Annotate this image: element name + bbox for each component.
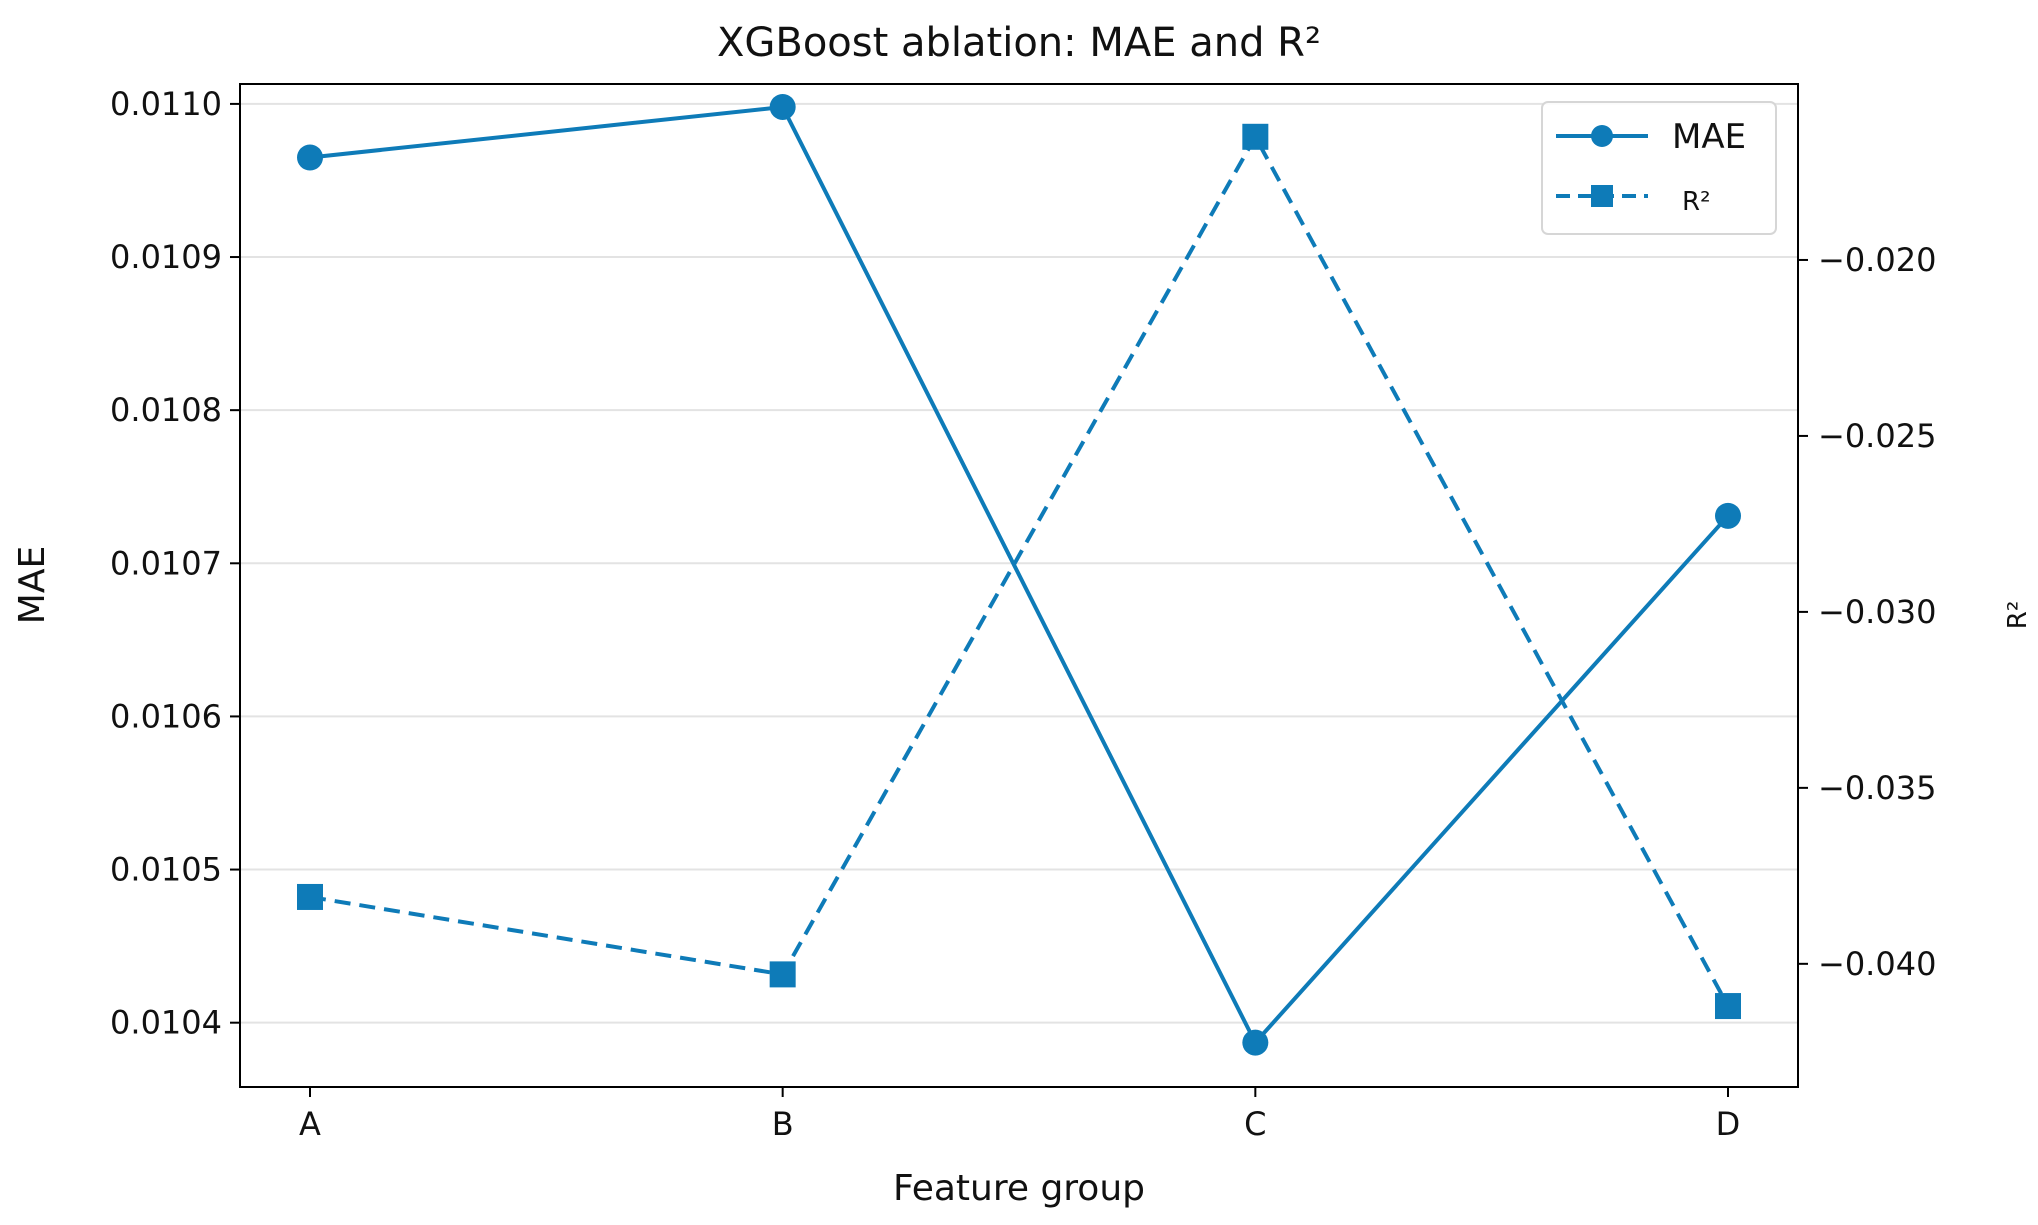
legend-r2-label: R² [1682,187,1711,217]
y-tick-label: 0.0104 [110,1004,222,1042]
r2-point [1242,123,1269,150]
legend-mae-marker [1591,125,1613,147]
plot-frame [239,83,1799,1088]
legend: MAE R² [1541,101,1777,235]
y2-tick-label: −0.035 [1818,769,1936,807]
chart-title: XGBoost ablation: MAE and R² [717,20,1321,66]
y-tick-label: 0.0109 [110,238,222,276]
y2-axis-label: R² [2003,601,2033,630]
mae-point [769,93,796,120]
x-tick-label: D [1716,1105,1741,1143]
y-tick-label: 0.0108 [110,391,222,429]
mae-point [1242,1029,1269,1056]
r2-point [297,883,323,910]
x-tick-label: A [299,1105,321,1143]
axes: 0.0104 0.0105 0.0106 0.0107 0.0108 0.0109 0.01… [110,85,1936,1143]
y2-tick-label: −0.040 [1818,945,1936,983]
legend-mae-label: MAE [1672,117,1746,157]
y-axis-label: MAE [12,546,53,624]
y-tick-label: 0.0105 [110,851,222,889]
y2-tick-label: −0.025 [1818,417,1936,455]
y-tick-label: 0.0110 [110,85,222,123]
r2-point [1715,993,1741,1020]
y-tick-label: 0.0106 [110,697,222,735]
legend-r2-marker [1591,185,1613,207]
x-tick-label: B [772,1105,794,1143]
r2-point [769,961,796,988]
mae-point [297,144,323,171]
y2-tick-label: −0.020 [1818,241,1936,279]
y-tick-label: 0.0107 [110,544,222,582]
mae-point [1715,502,1741,529]
series-layer [297,93,1741,1056]
x-axis-label: Feature group [893,1168,1145,1209]
y2-tick-label: −0.030 [1818,593,1936,631]
x-tick-label: C [1244,1105,1266,1143]
series-line-mae [309,105,1730,1045]
series-line-r2 [309,134,1730,1008]
gridlines [240,102,1798,1024]
